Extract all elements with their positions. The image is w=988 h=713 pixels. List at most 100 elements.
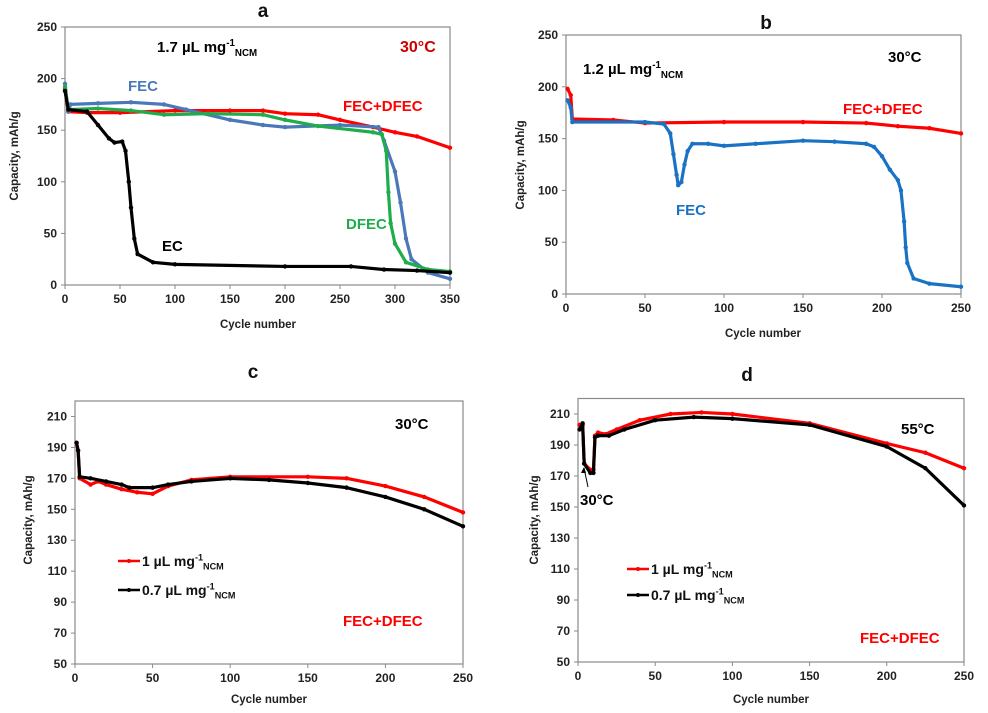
y-tick-label: 90 [557, 593, 571, 607]
data-point [315, 123, 321, 129]
data-point [730, 411, 735, 417]
data-point [595, 433, 601, 438]
data-point [895, 177, 900, 183]
data-point [75, 448, 81, 453]
data-point [128, 205, 134, 210]
annotation-main: EC [162, 238, 183, 255]
legend-label-main: 1 µL mg [651, 561, 704, 577]
data-point [228, 476, 233, 481]
plot-frame [577, 397, 965, 663]
panel-title: d [741, 365, 753, 386]
y-tick-label: 0 [551, 287, 558, 301]
data-point [730, 416, 735, 421]
panel-b: b 0 50 100 150 200 250 0 50 100 150 200 250 Cycle num… [515, 13, 971, 340]
x-tick-label: 100 [722, 669, 742, 683]
data-point [414, 134, 420, 139]
data-point [62, 84, 68, 90]
data-point [901, 219, 907, 224]
legend-label: 0.7 µL mg-1NCM [142, 581, 235, 600]
data-point [721, 119, 727, 125]
data-point [106, 136, 112, 141]
data-point [674, 172, 679, 178]
data-point [668, 131, 673, 136]
data-point [398, 200, 403, 205]
data-point [344, 476, 349, 481]
y-tick-label: 210 [47, 409, 67, 423]
data-point [800, 138, 806, 143]
annotation: FEC [128, 78, 158, 95]
data-point [381, 267, 387, 272]
data-point [68, 102, 73, 107]
data-point [565, 98, 570, 103]
data-point [447, 145, 453, 150]
data-point [386, 189, 391, 195]
annotation-sub: NCM [235, 48, 257, 59]
annotation-main: FEC+DFEC [343, 98, 423, 115]
data-point [753, 141, 758, 146]
legend-label-main: 0.7 µL mg [651, 587, 716, 603]
series-0: 1 µL mg-1NCM [74, 440, 466, 572]
data-point [95, 122, 101, 128]
x-tick-label: 100 [165, 292, 185, 306]
panel-title: b [760, 13, 772, 34]
data-point [460, 524, 466, 529]
data-point [305, 480, 310, 486]
y-axis-label: Capacity, mAh/g [23, 475, 35, 564]
annotation: 55°C [901, 421, 935, 438]
series-line [63, 90, 451, 275]
data-point [905, 260, 910, 266]
annotation: 30°C [400, 39, 436, 56]
data-point [120, 139, 125, 144]
data-point [84, 109, 90, 114]
data-point [282, 124, 288, 130]
data-point [376, 124, 381, 130]
data-point [403, 260, 409, 265]
data-point [923, 466, 928, 471]
data-point [661, 121, 667, 127]
data-point [679, 179, 684, 185]
data-point [62, 81, 68, 86]
data-point [392, 130, 398, 135]
data-point [895, 123, 900, 129]
data-point [653, 418, 658, 423]
legend-label: 1 µL mg-1NCM [142, 552, 224, 571]
y-tick-label: 110 [48, 564, 68, 578]
y-tick-label: 70 [557, 624, 571, 638]
y-tick-label: 130 [550, 531, 570, 545]
data-point [260, 122, 266, 128]
series-1 [565, 98, 964, 289]
data-point [864, 120, 869, 126]
y-axis-label: Capacity, mAh/g [529, 475, 541, 564]
y-tick-label: 50 [44, 226, 58, 240]
data-point [879, 154, 885, 159]
plot-frame [64, 26, 451, 286]
legend-label-sup: -1 [704, 560, 712, 570]
data-point [864, 141, 869, 146]
x-axis-label: Cycle number [220, 319, 297, 331]
data-point [898, 188, 904, 193]
data-point [807, 422, 812, 428]
series-line [74, 442, 464, 528]
data-point [447, 276, 453, 282]
data-point [134, 490, 140, 495]
data-point [903, 245, 908, 250]
series-1: 0.7 µL mg-1NCM [74, 440, 466, 601]
legend-label: 1 µL mg-1NCM [651, 560, 733, 579]
data-point [227, 117, 233, 123]
data-point [123, 148, 128, 154]
y-tick-label: 210 [550, 407, 570, 421]
data-point [260, 108, 266, 113]
annotation-main: FEC [676, 202, 706, 219]
data-point [682, 162, 687, 167]
y-tick-label: 50 [54, 657, 68, 671]
y-tick-label: 170 [47, 471, 67, 485]
data-point [685, 148, 690, 154]
data-point [205, 111, 211, 116]
y-tick-label: 90 [54, 595, 68, 609]
data-point [460, 510, 466, 515]
annotation: 1.2 µL mg-1NCM [583, 60, 683, 81]
x-tick-label: 150 [793, 301, 813, 315]
annotation-main: 1.2 µL mg [583, 61, 652, 78]
x-tick-label: 50 [649, 669, 663, 683]
x-tick-label: 200 [872, 301, 892, 315]
